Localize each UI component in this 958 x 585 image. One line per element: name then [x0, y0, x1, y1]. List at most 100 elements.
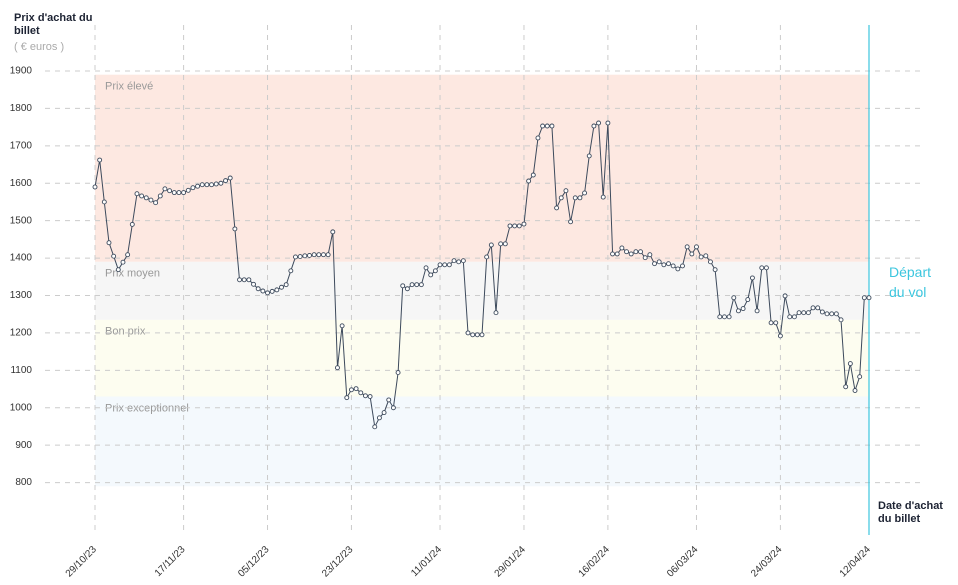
price-point	[451, 258, 457, 264]
price-point	[409, 282, 415, 288]
price-point	[610, 251, 616, 257]
price-point	[297, 254, 303, 260]
price-point	[283, 282, 289, 288]
price-point	[498, 241, 504, 247]
y-tick-label: 1800	[10, 103, 33, 114]
price-point	[689, 251, 695, 257]
price-point	[717, 314, 723, 320]
price-point	[372, 424, 378, 430]
price-point	[833, 311, 839, 317]
price-point	[540, 123, 546, 129]
price-point	[274, 287, 280, 293]
price-point	[544, 123, 550, 129]
price-point	[241, 277, 247, 283]
price-point	[423, 265, 429, 271]
price-point	[768, 320, 774, 326]
price-point	[847, 361, 853, 367]
price-point	[829, 311, 835, 317]
price-point	[204, 182, 210, 188]
price-point	[680, 263, 685, 269]
price-point	[857, 374, 863, 380]
y-tick-label: 1500	[10, 215, 33, 226]
price-point	[703, 253, 709, 259]
price-point	[554, 205, 560, 211]
price-point	[213, 181, 219, 187]
price-point	[819, 309, 825, 315]
y-tick-label: 1900	[10, 66, 33, 77]
y-tick-label: 1300	[10, 290, 33, 301]
price-point	[852, 388, 858, 393]
price-point	[456, 259, 462, 265]
price-point	[708, 259, 713, 265]
price-point	[815, 305, 821, 311]
price-point	[120, 259, 126, 265]
band-label: Bon prix	[105, 326, 146, 338]
price-point	[232, 226, 238, 232]
price-point	[591, 123, 597, 129]
price-point	[759, 265, 765, 271]
price-point	[246, 277, 252, 283]
price-point	[787, 314, 793, 320]
y-tick-label: 1700	[10, 140, 33, 151]
price-point	[843, 384, 849, 390]
x-tick-label: 29/10/23	[64, 544, 100, 580]
price-point	[694, 244, 699, 250]
price-point	[414, 282, 420, 288]
price-point	[311, 252, 317, 258]
price-point	[628, 251, 634, 257]
price-point	[307, 253, 312, 258]
price-point	[484, 254, 490, 260]
price-point	[647, 252, 653, 258]
price-point	[101, 199, 107, 205]
price-point	[115, 267, 121, 273]
band-label: Prix élevé	[105, 81, 153, 93]
price-point	[106, 240, 112, 246]
price-point	[805, 310, 811, 316]
price-point	[325, 252, 331, 258]
price-point	[801, 310, 807, 316]
price-point	[605, 120, 611, 126]
price-point	[251, 281, 256, 287]
price-point	[195, 183, 201, 189]
price-point	[666, 261, 671, 267]
price-point	[507, 223, 513, 229]
x-label: Date d'achat du billet	[878, 500, 943, 525]
price-point	[167, 188, 173, 194]
y-tick-label: 1600	[10, 178, 33, 189]
x-tick-label: 23/12/23	[320, 544, 356, 580]
price-point	[754, 308, 760, 314]
price-point	[386, 397, 392, 403]
price-point	[549, 123, 555, 129]
price-point	[404, 286, 410, 292]
price-point	[470, 332, 476, 338]
band	[95, 74, 869, 262]
price-point	[358, 390, 364, 396]
price-point	[227, 175, 233, 181]
x-tick-label: 17/11/23	[153, 544, 188, 579]
x-tick-label: 29/01/24	[493, 544, 529, 580]
price-point	[577, 195, 583, 201]
price-point	[624, 249, 629, 255]
price-point	[861, 295, 867, 301]
price-point	[237, 277, 242, 283]
x-tick-label: 06/03/24	[665, 544, 701, 580]
price-point	[745, 297, 751, 303]
price-point	[586, 153, 592, 159]
price-point	[661, 262, 667, 268]
price-point	[810, 305, 816, 311]
price-point	[255, 286, 261, 292]
band	[95, 396, 869, 487]
price-point	[362, 393, 368, 399]
price-point	[656, 259, 662, 265]
price-point	[712, 267, 718, 273]
x-tick-label: 12/04/24	[838, 544, 874, 580]
price-point	[526, 178, 532, 184]
x-tick-label: 05/12/23	[236, 544, 272, 580]
band-label: Prix exceptionnel	[105, 402, 189, 414]
price-point	[568, 219, 574, 225]
price-point	[428, 272, 434, 278]
price-point	[157, 193, 163, 199]
price-point	[223, 178, 229, 184]
price-point	[642, 255, 648, 261]
